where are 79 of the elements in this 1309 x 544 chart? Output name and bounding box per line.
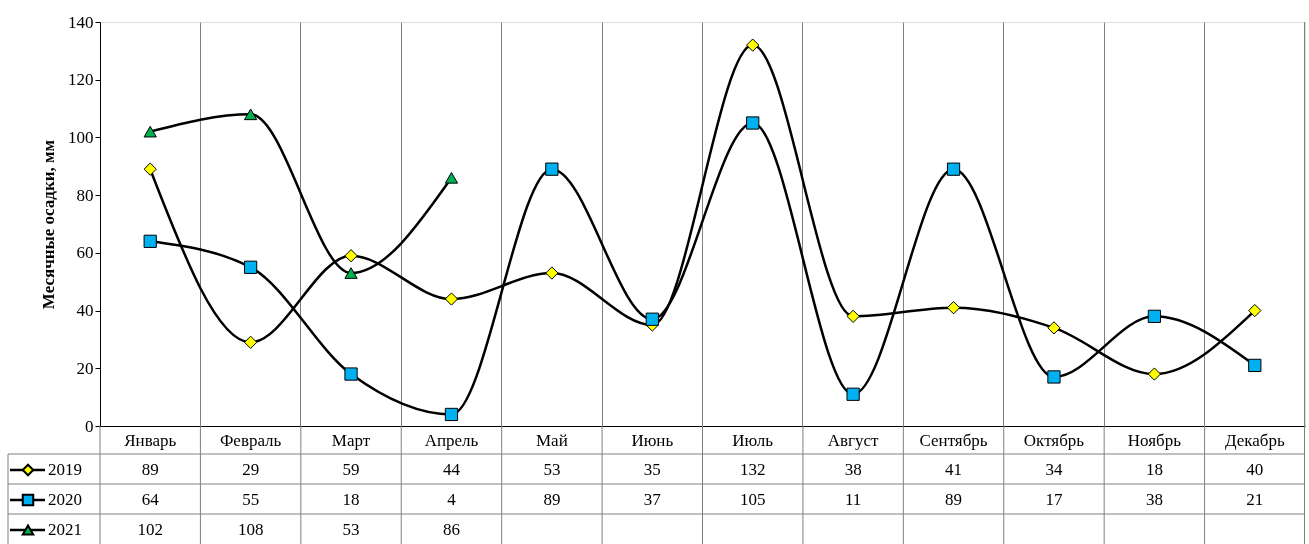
y-tick-label: 0 bbox=[85, 416, 94, 436]
legend-label: 2020 bbox=[48, 490, 82, 509]
point bbox=[545, 266, 559, 280]
legend-label: 2019 bbox=[48, 460, 82, 479]
data-label: 37 bbox=[643, 490, 662, 509]
x-tick-label: Март bbox=[331, 430, 371, 450]
point bbox=[143, 125, 157, 138]
y-tick-label: 20 bbox=[76, 358, 94, 378]
point bbox=[846, 387, 860, 401]
data-label: 4 bbox=[447, 490, 457, 509]
point bbox=[1047, 370, 1061, 384]
x-tick-label: Январь bbox=[124, 430, 177, 450]
point bbox=[946, 301, 961, 315]
data-label: 105 bbox=[739, 490, 766, 509]
data-label: 38 bbox=[844, 460, 862, 479]
point bbox=[645, 312, 659, 326]
data-label: 89 bbox=[945, 490, 963, 509]
point bbox=[244, 108, 258, 121]
y-tick-label: 80 bbox=[76, 185, 94, 205]
data-label: 40 bbox=[1246, 460, 1264, 479]
x-tick-label: Апрель bbox=[424, 430, 479, 450]
data-label: 29 bbox=[242, 460, 260, 479]
y-tick-label: 120 bbox=[68, 70, 94, 90]
data-label: 53 bbox=[342, 520, 360, 539]
point bbox=[1147, 367, 1161, 381]
point bbox=[1047, 321, 1061, 335]
data-label: 89 bbox=[141, 460, 159, 479]
point bbox=[344, 249, 358, 263]
x-tick-label: Май bbox=[535, 430, 568, 450]
data-label: 38 bbox=[1145, 490, 1163, 509]
data-label: 18 bbox=[342, 490, 360, 509]
x-tick-label: Октябрь bbox=[1023, 430, 1085, 450]
data-label: 102 bbox=[137, 520, 163, 539]
y-axis-title: Месячные осадки, мм bbox=[39, 139, 58, 310]
data-label: 21 bbox=[1246, 490, 1264, 509]
data-label: 11 bbox=[844, 490, 862, 509]
point bbox=[244, 260, 258, 274]
x-tick-label: Февраль bbox=[219, 430, 282, 450]
point bbox=[444, 407, 459, 422]
data-label: 44 bbox=[442, 460, 461, 479]
point bbox=[143, 234, 157, 248]
data-label: 17 bbox=[1045, 490, 1063, 509]
point bbox=[946, 162, 961, 176]
y-tick-label: 60 bbox=[76, 243, 94, 263]
point bbox=[143, 162, 157, 176]
point bbox=[344, 367, 358, 381]
data-label: 41 bbox=[945, 460, 963, 479]
point bbox=[444, 292, 459, 306]
x-tick-label: Июль bbox=[732, 430, 774, 450]
point bbox=[1248, 303, 1262, 318]
y-tick-label: 100 bbox=[68, 127, 94, 147]
data-label: 132 bbox=[739, 460, 766, 479]
data-label: 108 bbox=[237, 520, 264, 539]
point bbox=[444, 172, 459, 184]
point bbox=[746, 38, 760, 52]
data-label: 18 bbox=[1145, 460, 1163, 479]
point bbox=[545, 162, 559, 176]
legend-label: 2021 bbox=[48, 520, 82, 539]
data-label: 86 bbox=[442, 520, 460, 539]
x-tick-label: Ноябрь bbox=[1127, 430, 1182, 450]
data-label: 55 bbox=[242, 490, 260, 509]
point bbox=[244, 335, 258, 349]
y-tick-label: 40 bbox=[76, 301, 94, 321]
point bbox=[846, 309, 860, 323]
point bbox=[1248, 358, 1262, 373]
point bbox=[746, 116, 760, 130]
point bbox=[1147, 309, 1161, 323]
y-tick-label: 140 bbox=[68, 12, 94, 32]
x-tick-label: Сентябрь bbox=[919, 430, 988, 450]
point bbox=[344, 267, 358, 279]
data-label: 64 bbox=[141, 490, 160, 509]
data-label: 35 bbox=[643, 460, 661, 479]
data-label: 53 bbox=[543, 460, 561, 479]
x-tick-label: Август bbox=[827, 430, 880, 450]
data-label: 34 bbox=[1045, 460, 1063, 479]
data-label: 59 bbox=[342, 460, 360, 479]
data-label: 89 bbox=[543, 490, 561, 509]
x-tick-label: Июнь bbox=[631, 430, 674, 450]
x-tick-label: Декабрь bbox=[1224, 430, 1285, 450]
